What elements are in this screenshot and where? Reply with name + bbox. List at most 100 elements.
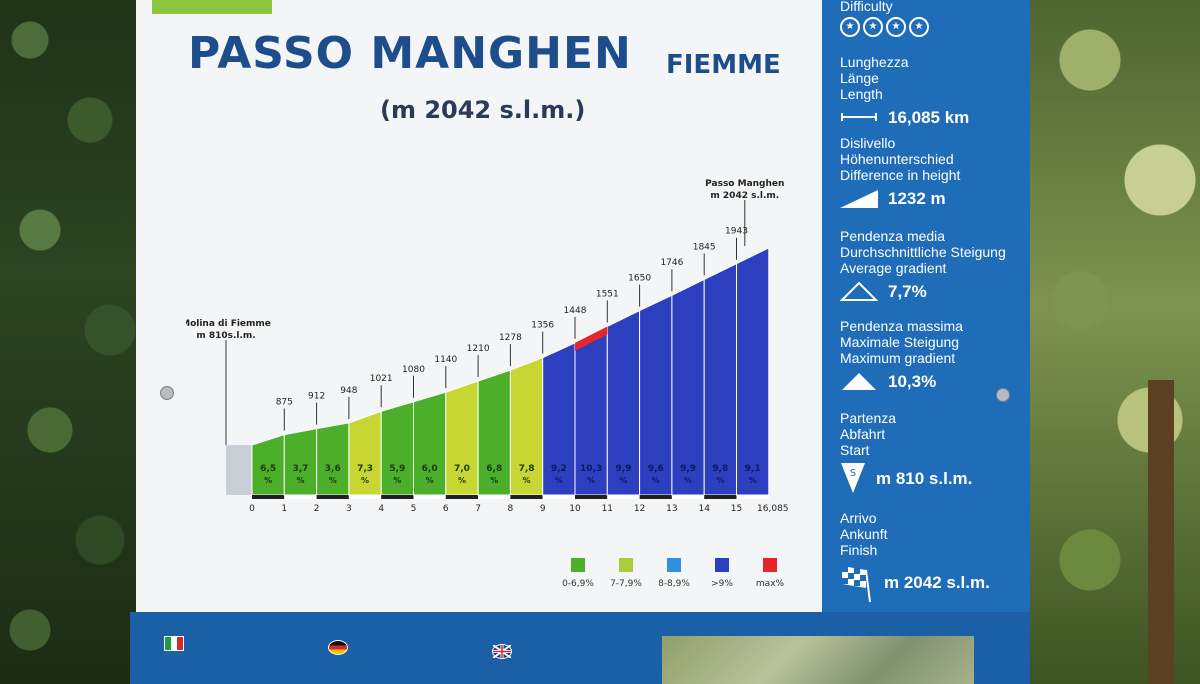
start-label-de: Abfahrt bbox=[840, 426, 886, 442]
trees-right bbox=[1030, 0, 1200, 684]
segment-unit-label: % bbox=[361, 476, 369, 485]
segment-unit-label: % bbox=[716, 476, 724, 485]
km-tick-label: 9 bbox=[540, 504, 546, 514]
checkered-flag-icon bbox=[842, 566, 871, 602]
segment-gradient-label: 3,6 bbox=[325, 464, 341, 474]
elevation-profile-chart: 6,5% 3,7% 3,6% 7,3% 5,9% 6,0% 7,0% 6,8% 7,8% 9,2%… bbox=[186, 179, 789, 514]
profile-segment bbox=[736, 247, 770, 496]
km-bar bbox=[284, 495, 317, 499]
segment-unit-label: % bbox=[684, 476, 692, 485]
km-tick-label: 5 bbox=[411, 504, 417, 514]
km-bar bbox=[445, 495, 479, 499]
segment-unit-label: % bbox=[490, 476, 498, 485]
avg-gradient-label-de: Durchschnittliche Steigung bbox=[840, 244, 1006, 260]
legend-swatch bbox=[571, 558, 585, 572]
profile-segment bbox=[671, 278, 705, 496]
km-bar bbox=[252, 495, 285, 499]
elevation-label: 1210 bbox=[467, 344, 490, 354]
stats-sidebar: Difficulty ★ ★ ★ ★ Lunghezza Länge Length 1… bbox=[822, 0, 1030, 612]
segment-unit-label: % bbox=[523, 476, 531, 485]
segment-gradient-label: 9,1 bbox=[745, 464, 761, 474]
avg-gradient-label-it: Pendenza media bbox=[840, 228, 946, 244]
segment-unit-label: % bbox=[264, 476, 272, 485]
segment-gradient-label: 7,0 bbox=[454, 464, 470, 474]
elevation-label: 1021 bbox=[370, 374, 393, 384]
legend-swatch bbox=[763, 558, 777, 572]
elevation-label: 875 bbox=[276, 398, 293, 408]
segment-unit-label: % bbox=[619, 476, 627, 485]
star-icon: ★ bbox=[840, 17, 860, 37]
height-diff-value: 1232 m bbox=[888, 189, 946, 208]
sign-altitude: (m 2042 s.l.m.) bbox=[380, 96, 586, 124]
star-icon: ★ bbox=[863, 17, 883, 37]
mountain-solid-icon bbox=[842, 373, 876, 390]
mountain-outline-icon bbox=[840, 281, 878, 301]
elevation-label: 1080 bbox=[402, 365, 425, 375]
km-tick-label: 0 bbox=[249, 504, 255, 514]
km-tick-label: 12 bbox=[634, 504, 645, 514]
legend-swatch bbox=[667, 558, 681, 572]
km-tick-label: 11 bbox=[602, 504, 613, 514]
avg-gradient-value: 7,7% bbox=[888, 282, 927, 301]
km-tick-label: 4 bbox=[378, 504, 384, 514]
finish-label-it: Arrivo bbox=[840, 510, 877, 526]
elevation-label: 1278 bbox=[499, 333, 522, 343]
segment-gradient-label: 3,7 bbox=[292, 464, 308, 474]
height-diff-block: Dislivello Höhenunterschied Difference i… bbox=[840, 135, 960, 209]
length-value: 16,085 km bbox=[888, 108, 970, 127]
legend-label: 8-8,9% bbox=[658, 579, 690, 589]
uk-flag-icon bbox=[492, 644, 512, 659]
start-block bbox=[226, 445, 252, 495]
screw-icon bbox=[996, 388, 1010, 402]
km-bar bbox=[510, 495, 543, 499]
segment-gradient-label: 9,8 bbox=[712, 464, 728, 474]
elevation-label: 948 bbox=[340, 386, 357, 396]
start-marker-icon: S bbox=[841, 463, 865, 493]
km-bar bbox=[542, 495, 575, 499]
finish-label-en: Finish bbox=[840, 542, 878, 558]
top-stripe bbox=[152, 0, 272, 14]
length-label-de: Länge bbox=[840, 70, 879, 86]
germany-flag-icon bbox=[328, 640, 348, 655]
start-label-en: Start bbox=[840, 442, 870, 458]
km-bar bbox=[639, 495, 672, 499]
segment-gradient-label: 5,9 bbox=[389, 464, 405, 474]
legend-swatch bbox=[715, 558, 729, 572]
finish-block: Arrivo Ankunft Finish m 2042 s.l.m. bbox=[840, 510, 990, 602]
max-gradient-label-en: Maximum gradient bbox=[840, 350, 956, 366]
length-block: Lunghezza Länge Length 16,085 km bbox=[840, 54, 969, 128]
legend-label: max% bbox=[756, 579, 785, 589]
legend-label: 0-6,9% bbox=[562, 579, 594, 589]
start-value: m 810 s.l.m. bbox=[876, 469, 973, 488]
star-icon: ★ bbox=[909, 17, 929, 37]
segment-unit-label: % bbox=[749, 476, 757, 485]
km-tick-label: 15 bbox=[731, 504, 742, 514]
length-label-it: Lunghezza bbox=[840, 54, 909, 70]
km-bar bbox=[381, 495, 414, 499]
height-diff-label-en: Difference in height bbox=[840, 167, 961, 183]
avg-gradient-block: Pendenza media Durchschnittliche Steigun… bbox=[840, 228, 1006, 302]
segment-unit-label: % bbox=[652, 476, 660, 485]
profile-segment bbox=[283, 428, 318, 496]
km-bar bbox=[736, 495, 769, 499]
start-label-it: Partenza bbox=[840, 410, 897, 426]
km-tick-label: 6 bbox=[443, 504, 449, 514]
elevation-label: 1845 bbox=[693, 242, 716, 252]
start-label-name: Molina di Fiemme bbox=[186, 319, 271, 329]
incline-icon bbox=[840, 190, 878, 208]
tree-trunk bbox=[1148, 380, 1174, 684]
sign-subtitle: FIEMME bbox=[666, 50, 781, 80]
km-tick-label: 1 bbox=[281, 504, 287, 514]
segment-unit-label: % bbox=[296, 476, 304, 485]
segment-gradient-label: 10,3 bbox=[580, 464, 602, 474]
trees-left bbox=[0, 0, 150, 684]
sign-bottom-band bbox=[130, 612, 1030, 684]
max-gradient-marker bbox=[575, 326, 608, 351]
km-tick-label: 14 bbox=[698, 504, 710, 514]
km-tick-label: 10 bbox=[569, 504, 581, 514]
km-bar bbox=[316, 495, 349, 499]
finish-label-de: Ankunft bbox=[840, 526, 888, 542]
sign-title: PASSO MANGHEN bbox=[188, 28, 632, 79]
sign-main-panel: PASSO MANGHEN FIEMME (m 2042 s.l.m.) 6,5… bbox=[136, 0, 822, 622]
gradient-legend: 0-6,9% 7-7,9% 8-8,9% >9% max% bbox=[562, 558, 785, 589]
